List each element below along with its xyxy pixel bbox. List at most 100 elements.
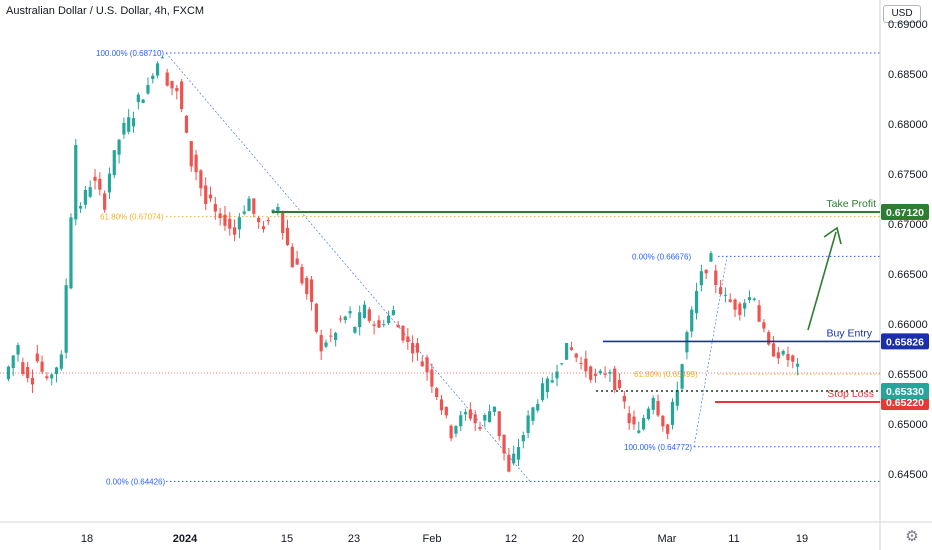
x-tick-label: 12 [505,533,517,545]
candle-body [728,299,732,302]
candle-body [107,173,112,193]
candle-body [319,335,323,352]
y-tick-label: 0.65500 [888,369,928,381]
candle-body [608,372,612,374]
candle-body [531,407,535,421]
candle-body [714,270,718,285]
candle-body [507,454,511,472]
candle-body [372,324,376,326]
candle-body [35,353,39,362]
candle-body [78,206,83,209]
candle-body [747,297,752,301]
candle-body [343,316,347,320]
candle-body [411,342,415,354]
candle-body [449,425,453,439]
candle-body [208,194,213,199]
candle-body [141,99,145,103]
level-layer: Take Profit 0.67120 Buy Entry 0.65826 Stop L… [272,198,929,410]
projection-arrow [807,226,842,331]
candle-body [574,353,578,358]
candle-body [478,427,482,430]
candle-body [512,453,516,464]
x-axis: 18 2024 15 23 Feb 12 20 Mar 11 19 [81,533,808,545]
candle-body [353,327,357,333]
candle-body [642,418,646,430]
candle-body [699,271,703,286]
candle-body [670,401,675,425]
currency-selector[interactable]: USD [883,5,921,23]
candle-body [545,378,549,393]
candle-body [266,220,270,222]
y-tick-label: 0.65000 [888,419,928,431]
candle-body [11,355,15,369]
candle-body [122,122,126,135]
candle-body [632,416,636,425]
candle-body [762,322,766,329]
candle-body [112,150,116,176]
candle-layer [6,55,800,473]
fib-layer: 100.00% (0.68710) 61.80% (0.67074) 0.00% (… [0,49,880,486]
candle-body [488,411,492,423]
candle-body [88,187,92,197]
candle-body [30,377,35,385]
candle-body [199,170,203,189]
x-tick-label: 20 [572,533,584,545]
candle-body [165,72,169,86]
candle-body [752,298,756,300]
candle-body [459,415,463,427]
x-tick-label: 19 [796,533,808,545]
candle-body [290,246,294,268]
candle-body [637,430,641,433]
candle-body [242,211,246,214]
candle-body [160,57,164,59]
gear-icon[interactable]: ⚙ [905,528,919,545]
candle-body [382,324,386,326]
candle-body [569,347,574,350]
y-tick-label: 0.64500 [888,469,928,481]
candle-body [252,198,256,214]
x-tick-label: 11 [728,533,739,545]
candle-body [386,315,391,324]
y-tick-label: 0.68000 [888,119,928,131]
candle-body [492,406,497,412]
candle-body [276,206,280,211]
candle-body [786,353,790,361]
candle-body [757,305,761,322]
stop-loss-price-text: 0.65220 [886,397,924,409]
candle-body [396,324,400,328]
buy-entry-price-text: 0.65826 [886,336,924,348]
fib-level-label: 61.80% (0.65499) [634,370,698,379]
candle-body [627,413,631,424]
candle-body [367,309,371,321]
candle-body [213,204,217,212]
candle-body [435,388,439,398]
candle-body [281,211,285,234]
candle-body [391,310,395,315]
candle-body [285,227,290,246]
candle-body [314,303,318,332]
candle-body [439,399,444,411]
candle-body [180,81,184,109]
x-tick-label: Mar [658,533,677,545]
candle-body [362,304,367,318]
candle-body [603,373,607,375]
fib-level-label: 100.00% (0.68710) [96,49,164,58]
candle-body [194,154,198,173]
candle-body [6,366,11,380]
candle-body [358,312,362,328]
take-profit-price-tag [881,204,929,220]
candle-body [767,332,771,345]
candle-body [377,320,381,328]
candle-body [348,311,352,314]
candle-body [26,366,30,379]
candle-body [656,400,660,416]
candle-body [690,309,694,332]
y-tick-label: 0.66000 [888,319,928,331]
candle-body [589,366,593,380]
candle-body [184,115,189,133]
candle-body [694,290,699,314]
candle-body [680,364,684,389]
candle-body [175,87,179,92]
candle-body [223,214,227,226]
